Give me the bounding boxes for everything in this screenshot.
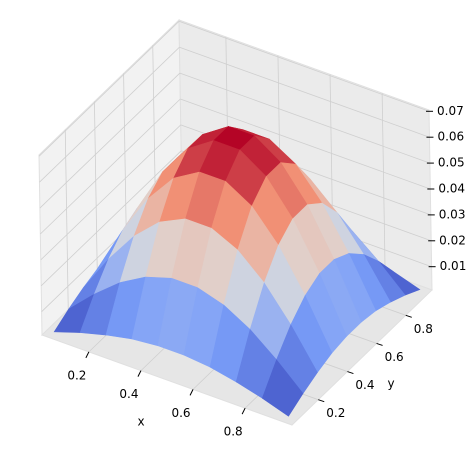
x-tick (189, 389, 194, 396)
y-tick-label: 0.6 (385, 350, 404, 364)
x-tick-label: 0.6 (171, 406, 190, 420)
grid-line (179, 72, 431, 164)
z-tick-label: 0.01 (440, 259, 467, 273)
grid-line (381, 93, 386, 274)
z-tick-label: 0.05 (438, 156, 465, 170)
x-tick (85, 351, 90, 359)
y-tick (376, 342, 383, 346)
grid-line (40, 124, 182, 261)
grid-line (40, 150, 182, 287)
grid-line (64, 129, 69, 310)
x-tick (241, 407, 246, 415)
grid-line (123, 73, 127, 254)
x-tick-label: 0.2 (67, 368, 86, 382)
y-tick (318, 399, 325, 403)
x-tick-label: 0.8 (224, 425, 243, 439)
grid-line (179, 46, 430, 138)
grid-line (38, 21, 180, 157)
grid-line (39, 72, 181, 209)
z-tick-label: 0.06 (437, 130, 464, 144)
y-axis-label: y (387, 377, 394, 391)
y-tick-label: 0.8 (414, 322, 433, 336)
y-tick-label: 0.2 (326, 406, 345, 420)
y-tick (405, 314, 412, 318)
x-tick-label: 0.4 (119, 387, 138, 401)
z-tick-label: 0.04 (438, 181, 465, 195)
z-tick-label: 0.07 (437, 104, 464, 118)
grid-line (180, 98, 431, 190)
grid-line (39, 46, 180, 183)
grid-line (40, 98, 181, 235)
y-tick-label: 0.4 (355, 378, 374, 392)
x-tick (137, 370, 142, 377)
grid-line (178, 20, 430, 112)
x-axis-label: x (137, 415, 144, 429)
surface-patch (261, 359, 304, 417)
z-tick-label: 0.02 (439, 233, 466, 247)
grid-line (94, 101, 98, 282)
y-tick (347, 371, 354, 375)
z-tick-label: 0.03 (439, 207, 466, 221)
